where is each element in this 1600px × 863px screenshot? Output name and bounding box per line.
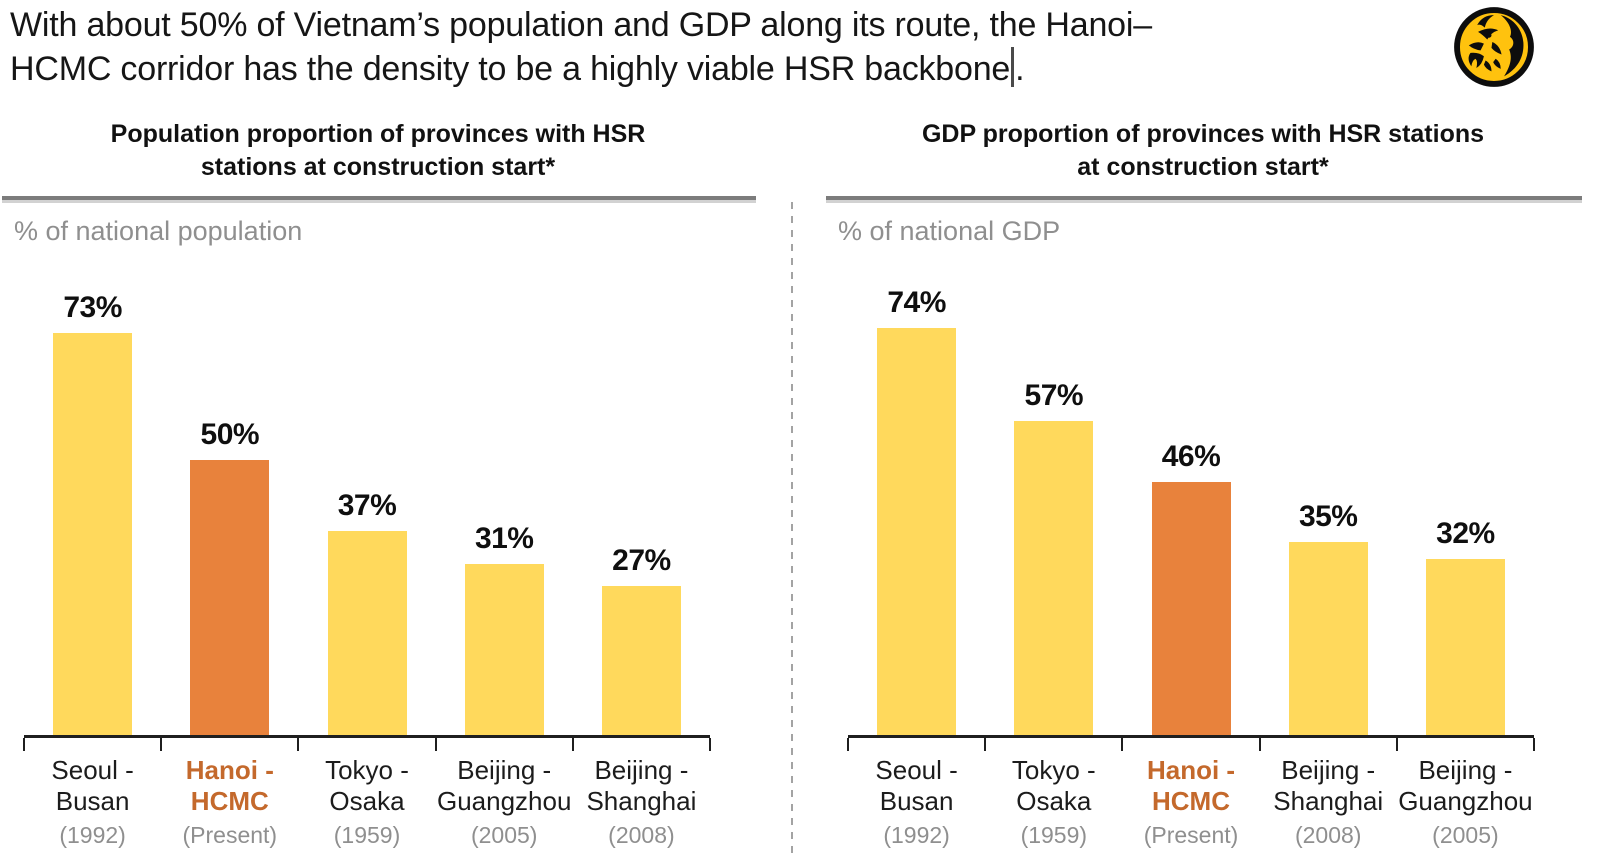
bar-value-label: 31%: [474, 522, 534, 555]
category-route: Beijing - Shanghai: [586, 755, 697, 816]
bar-value-label: 57%: [1024, 379, 1084, 412]
axis-tick: [984, 738, 987, 751]
category-year: (2005): [470, 822, 538, 848]
category-route: Hanoi - HCMC: [185, 755, 274, 816]
chart-title: GDP proportion of provinces with HSR sta…: [824, 118, 1582, 190]
axis-tick: [434, 738, 437, 751]
category-label: Beijing - Guangzhou (2005): [1397, 755, 1534, 849]
axis-tick: [571, 738, 574, 751]
bar-column: 46%: [1122, 440, 1259, 735]
category-label: Beijing - Shanghai (2008): [1260, 755, 1397, 849]
category-route: Beijing - Shanghai: [1273, 755, 1384, 816]
axis-tick: [297, 738, 300, 751]
bar: [190, 460, 270, 735]
bar: [53, 333, 133, 735]
bar: [464, 564, 544, 735]
bar-value-label: 50%: [200, 418, 260, 451]
maybank-tiger-logo: [1452, 5, 1536, 94]
bar-value-label: 27%: [612, 544, 671, 577]
bar-column: 73%: [24, 291, 161, 735]
bar-value-label: 46%: [1161, 440, 1221, 473]
category-label: Hanoi - HCMC (Present): [161, 755, 298, 849]
bar-value-label: 74%: [887, 286, 946, 319]
slide-title-period: .: [1015, 50, 1025, 88]
header-rule: [826, 196, 1582, 200]
axis-tick: [709, 738, 711, 751]
axis-tick: [160, 738, 163, 751]
axis-tick: [23, 738, 25, 751]
slide-title-line2: HCMC corridor has the density to be a hi…: [10, 50, 1011, 88]
category-label: Beijing - Guangzhou (2005): [436, 755, 573, 849]
category-year: (Present): [1143, 822, 1239, 848]
category-year: (Present): [182, 822, 278, 848]
bar-column: 32%: [1397, 517, 1534, 735]
slide-title-line1: With about 50% of Vietnam’s population a…: [10, 6, 1152, 44]
category-year: (1959): [1020, 822, 1088, 848]
bar-column: 31%: [436, 522, 573, 735]
unit-label: % of national population: [14, 216, 303, 246]
axis-tick: [1121, 738, 1124, 751]
category-year: (1992): [59, 822, 126, 848]
category-year: (2008): [1294, 822, 1362, 848]
category-label: Tokyo - Osaka (1959): [985, 755, 1122, 849]
plot-area: 73% 50% 37% 31% 27%: [23, 255, 711, 751]
bar: [1151, 482, 1231, 735]
category-route: Hanoi - HCMC: [1146, 755, 1236, 816]
slide-title[interactable]: With about 50% of Vietnam’s population a…: [10, 4, 1290, 91]
bar-column: 74%: [848, 286, 985, 735]
category-year: (2008): [608, 822, 675, 848]
chart-panel-gdp: GDP proportion of provinces with HSR sta…: [824, 118, 1582, 849]
category-route: Seoul - Busan: [875, 755, 958, 816]
category-route: Beijing - Guangzhou: [436, 755, 572, 816]
category-row: Seoul - Busan (1992) Tokyo - Osaka (1959) Hano…: [848, 755, 1534, 849]
bar-value-label: 37%: [337, 489, 397, 522]
axis-tick: [1533, 738, 1535, 751]
bar: [1014, 421, 1094, 735]
bar-column: 27%: [573, 544, 710, 735]
plot-area: 74% 57% 46% 35% 32%: [847, 255, 1535, 751]
category-label: Seoul - Busan (1992): [848, 755, 985, 849]
category-year: (1992): [883, 822, 950, 848]
chart-title-line2: stations at construction start*: [200, 153, 556, 181]
bar: [1288, 542, 1368, 735]
bar-column: 50%: [161, 418, 298, 735]
header-rule: [2, 196, 756, 200]
category-route: Beijing - Guangzhou: [1398, 755, 1533, 816]
category-label: Beijing - Shanghai (2008): [573, 755, 710, 849]
chart-title-line1: GDP proportion of provinces with HSR sta…: [921, 120, 1485, 148]
bar-column: 57%: [985, 379, 1122, 735]
category-row: Seoul - Busan (1992) Hanoi - HCMC (Present) To…: [24, 755, 710, 849]
bar: [877, 328, 957, 735]
chart-panel-population: Population proportion of provinces with …: [0, 118, 756, 849]
chart-title: Population proportion of provinces with …: [0, 118, 756, 190]
category-label: Hanoi - HCMC (Present): [1122, 755, 1259, 849]
category-route: Tokyo - Osaka: [1011, 755, 1096, 816]
chart-title-line2: at construction start*: [1077, 153, 1329, 181]
axis-tick: [1395, 738, 1398, 751]
axis-tick: [1258, 738, 1261, 751]
bar-value-label: 32%: [1436, 517, 1495, 550]
bar-column: 37%: [298, 489, 435, 735]
category-route: Seoul - Busan: [51, 755, 134, 816]
bar: [601, 586, 681, 735]
category-year: (2005): [1432, 822, 1499, 848]
chart-title-line1: Population proportion of provinces with …: [110, 120, 646, 148]
category-label: Tokyo - Osaka (1959): [298, 755, 435, 849]
text-cursor: [1011, 47, 1015, 87]
bar: [327, 531, 407, 735]
bar-value-label: 73%: [63, 291, 122, 324]
bar: [1425, 559, 1505, 735]
bar-column: 35%: [1260, 500, 1397, 735]
category-label: Seoul - Busan (1992): [24, 755, 161, 849]
category-year: (1959): [333, 822, 401, 848]
axis-tick: [847, 738, 849, 751]
tiger-icon: [1454, 7, 1534, 87]
unit-label: % of national GDP: [838, 216, 1061, 246]
category-route: Tokyo - Osaka: [325, 755, 409, 816]
bar-value-label: 35%: [1298, 500, 1358, 533]
panel-divider: [791, 202, 793, 858]
